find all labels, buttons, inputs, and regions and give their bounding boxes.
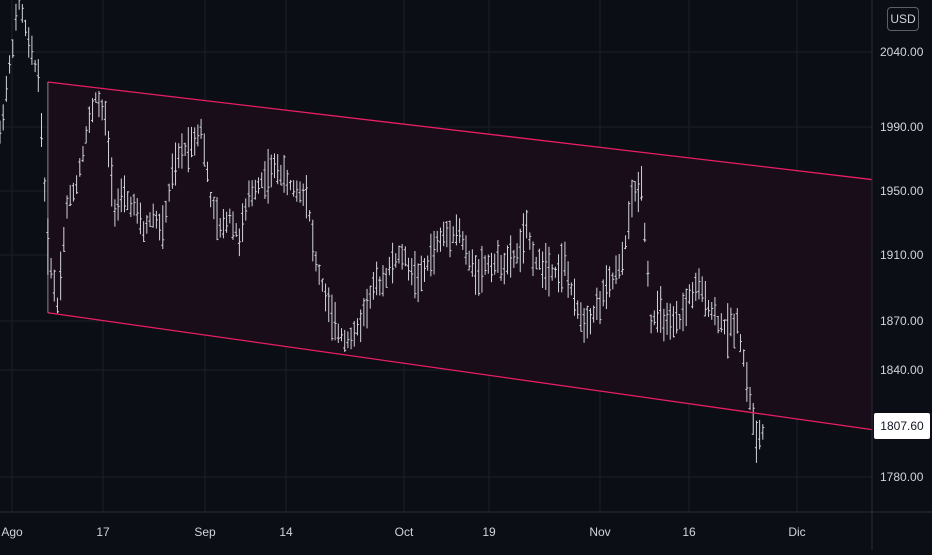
time-axis-tick-label: 14 [279, 525, 293, 539]
price-axis-tick-label: 1910.00 [880, 248, 924, 262]
channel-lower-line [47, 312, 873, 431]
channel-fill [47, 82, 872, 430]
ohlc-bars [0, 0, 765, 463]
time-axis-tick-label: 16 [682, 525, 696, 539]
time-axis-tick-label: Nov [589, 525, 610, 539]
time-axis-tick-label: Ago [1, 525, 23, 539]
time-axis-tick-label: Oct [395, 525, 414, 539]
channel-upper-line [47, 81, 873, 181]
currency-badge[interactable]: USD [887, 7, 919, 31]
price-axis-tick-label: 1990.00 [880, 120, 924, 134]
price-axis-tick-label: 1950.00 [880, 184, 924, 198]
time-axis-tick-label: 19 [482, 525, 496, 539]
last-price-label: 1807.60 [874, 413, 930, 439]
price-axis-tick-label: 2040.00 [880, 45, 924, 59]
price-axis-tick-label: 1840.00 [880, 363, 924, 377]
price-axis-tick-label: 1780.00 [880, 470, 924, 484]
price-axis-tick-label: 1870.00 [880, 314, 924, 328]
time-axis-tick-label: Sep [194, 525, 216, 539]
time-axis-tick-label: Dic [788, 525, 805, 539]
time-axis-tick-label: 17 [96, 525, 110, 539]
